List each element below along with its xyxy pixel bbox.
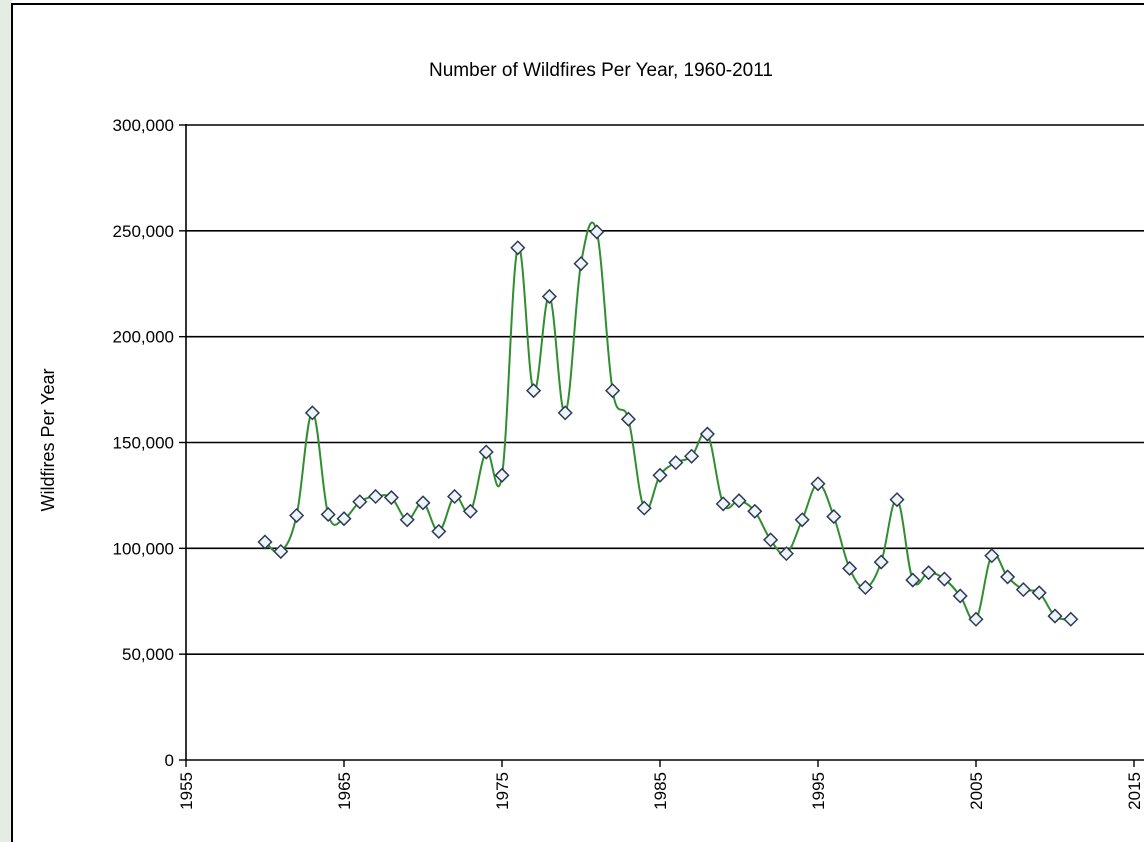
y-tick-label: 50,000: [122, 645, 174, 664]
data-point: [905, 572, 921, 588]
data-point: [984, 548, 1000, 564]
data-point: [573, 256, 589, 272]
data-point: [778, 546, 794, 562]
data-point: [968, 611, 984, 627]
data-point: [605, 383, 621, 399]
data-point: [715, 496, 731, 512]
data-point: [541, 288, 557, 305]
x-tick-label: 2005: [967, 772, 986, 810]
data-point: [620, 411, 636, 427]
y-tick-label: 300,000: [113, 116, 174, 135]
x-tick-label: 1985: [651, 772, 670, 810]
data-point: [873, 554, 889, 570]
x-tick-label: 1955: [177, 772, 196, 810]
data-point: [684, 448, 700, 464]
data-point: [857, 579, 873, 596]
data-point: [936, 571, 952, 587]
data-point: [462, 503, 478, 519]
data-point: [842, 560, 858, 577]
data-point: [447, 488, 463, 505]
data-point: [368, 488, 384, 505]
y-axis-label: Wildfires Per Year: [38, 368, 58, 511]
data-point: [383, 489, 399, 506]
data-point: [1047, 608, 1063, 624]
data-point: [889, 492, 905, 508]
data-point: [921, 565, 937, 581]
data-point: [652, 467, 668, 483]
data-point: [352, 494, 368, 510]
x-tick-labels: 1955 1965 1975 1985 1995 2005 2015: [177, 772, 1144, 810]
x-tick-label: 1995: [809, 772, 828, 810]
data-point: [731, 493, 747, 509]
data-point: [1000, 569, 1016, 585]
data-point: [431, 523, 447, 539]
data-point: [526, 383, 542, 399]
gridlines: [186, 124, 1144, 655]
data-point: [699, 426, 715, 442]
axes: [179, 124, 1144, 767]
data-point: [257, 534, 273, 550]
data-point: [273, 543, 289, 560]
series-markers: [257, 224, 1079, 627]
y-tick-label: 0: [165, 751, 174, 770]
y-tick-labels: 0 50,000 100,000 150,000 200,000 250,000 300,0…: [113, 116, 174, 770]
data-point: [952, 588, 968, 604]
y-tick-label: 250,000: [113, 222, 174, 241]
data-point: [289, 507, 305, 524]
y-tick-label: 150,000: [113, 434, 174, 453]
data-point: [399, 512, 415, 528]
data-point: [589, 224, 605, 240]
data-point: [1015, 582, 1031, 598]
chart-area-border: [11, 3, 1144, 842]
x-tick-label: 2015: [1125, 772, 1144, 810]
left-border-strip: [0, 0, 12, 842]
data-point: [747, 503, 763, 519]
data-point: [494, 467, 510, 483]
chart-title: Number of Wildfires Per Year, 1960-2011: [429, 60, 773, 81]
data-point: [510, 240, 526, 256]
y-tick-label: 200,000: [113, 328, 174, 347]
y-tick-label: 100,000: [113, 539, 174, 558]
data-point: [320, 506, 336, 523]
data-point: [1031, 585, 1047, 601]
data-point: [304, 405, 320, 421]
data-point: [1063, 611, 1079, 627]
data-point: [763, 532, 779, 548]
x-tick-label: 1965: [335, 772, 354, 810]
data-point: [810, 476, 826, 492]
data-point: [336, 511, 352, 527]
data-point: [478, 444, 494, 460]
data-point: [415, 495, 431, 511]
data-point: [794, 512, 810, 528]
data-point: [668, 455, 684, 471]
x-tick-label: 1975: [493, 772, 512, 810]
data-point: [557, 405, 573, 421]
data-point: [636, 500, 652, 516]
data-point: [826, 509, 842, 525]
